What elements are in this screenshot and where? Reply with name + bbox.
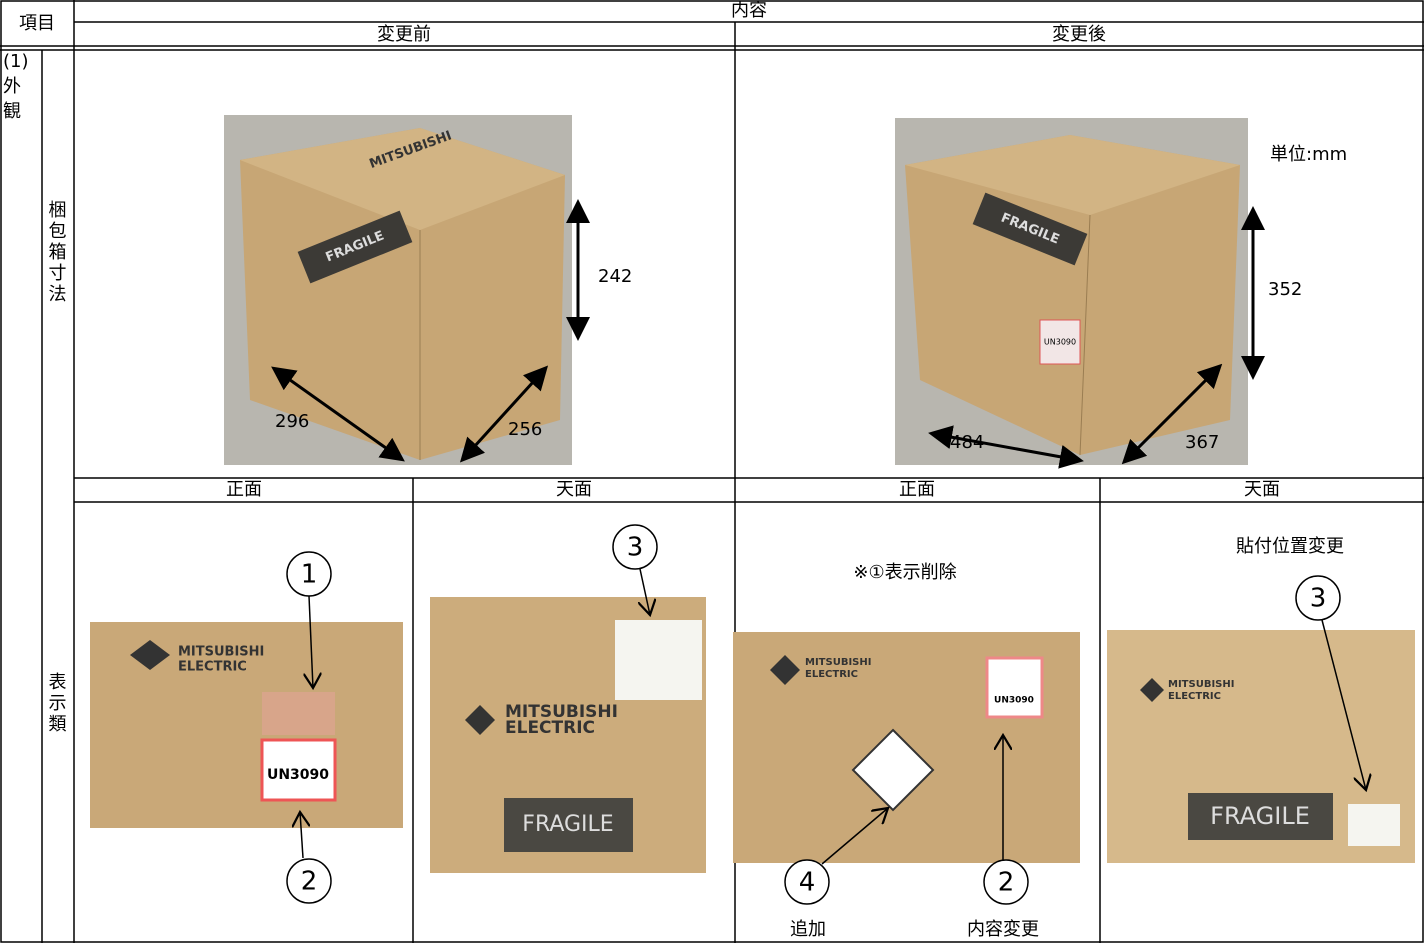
photo-text: MITSUBISHI	[505, 702, 618, 722]
photo-text: FRAGILE	[522, 812, 613, 837]
photo-before: FRAGILE MITSUBISHI 242 296 256	[224, 115, 632, 465]
note: 内容変更	[967, 919, 1039, 940]
photo-text: ELECTRIC	[1168, 691, 1221, 702]
callout: 1	[301, 560, 318, 590]
dimension: 484	[950, 432, 984, 453]
photo-after: FRAGILE UN3090 352 単位:mm 484 367	[895, 118, 1347, 469]
callout: 3	[627, 533, 644, 563]
section-label: 外	[3, 76, 21, 97]
header-before: 変更前	[377, 24, 431, 45]
photo-top-before: MITSUBISHI ELECTRIC FRAGILE	[430, 597, 706, 873]
view-header: 天面	[556, 479, 592, 500]
dimension: 256	[508, 419, 542, 440]
photo-text: ELECTRIC	[805, 669, 858, 680]
photo-text: UN3090	[994, 696, 1034, 706]
row-label: 梱包箱寸法	[46, 200, 67, 305]
photo-text: MITSUBISHI	[1168, 679, 1234, 690]
header-content: 内容	[731, 0, 767, 21]
photo-text: MITSUBISHI	[805, 657, 871, 668]
note: ※①表示削除	[853, 562, 956, 583]
photo-text: ELECTRIC	[505, 718, 595, 738]
header-after: 変更後	[1052, 24, 1106, 45]
view-header: 正面	[899, 479, 935, 500]
dimension: 367	[1185, 432, 1219, 453]
callout: 4	[799, 868, 816, 898]
section-label: 観	[3, 101, 21, 122]
photo-text: MITSUBISHI	[178, 645, 264, 660]
note: 追加	[790, 919, 826, 940]
view-header: 正面	[226, 479, 262, 500]
photo-top-after: MITSUBISHI ELECTRIC FRAGILE	[1107, 630, 1415, 863]
photo-text: FRAGILE	[1210, 802, 1310, 830]
photo-text: UN3090	[267, 767, 329, 783]
photo-text: ELECTRIC	[178, 660, 247, 675]
header-item: 項目	[19, 13, 55, 34]
callout: 3	[1310, 584, 1327, 614]
callout: 2	[301, 867, 318, 897]
section-label: (1)	[3, 51, 29, 72]
photo-front-after: MITSUBISHI ELECTRIC UN3090	[733, 632, 1080, 863]
dimension: 242	[598, 266, 632, 287]
photo-text: UN3090	[1044, 338, 1076, 347]
dimension: 296	[275, 411, 309, 432]
note: 貼付位置変更	[1236, 536, 1344, 557]
photo-front-before: MITSUBISHI ELECTRIC UN3090	[90, 622, 403, 828]
dimension: 352	[1268, 279, 1302, 300]
callout: 2	[998, 868, 1015, 898]
row-label: 表示類	[46, 672, 67, 735]
unit-note: 単位:mm	[1270, 144, 1347, 165]
view-header: 天面	[1244, 479, 1280, 500]
